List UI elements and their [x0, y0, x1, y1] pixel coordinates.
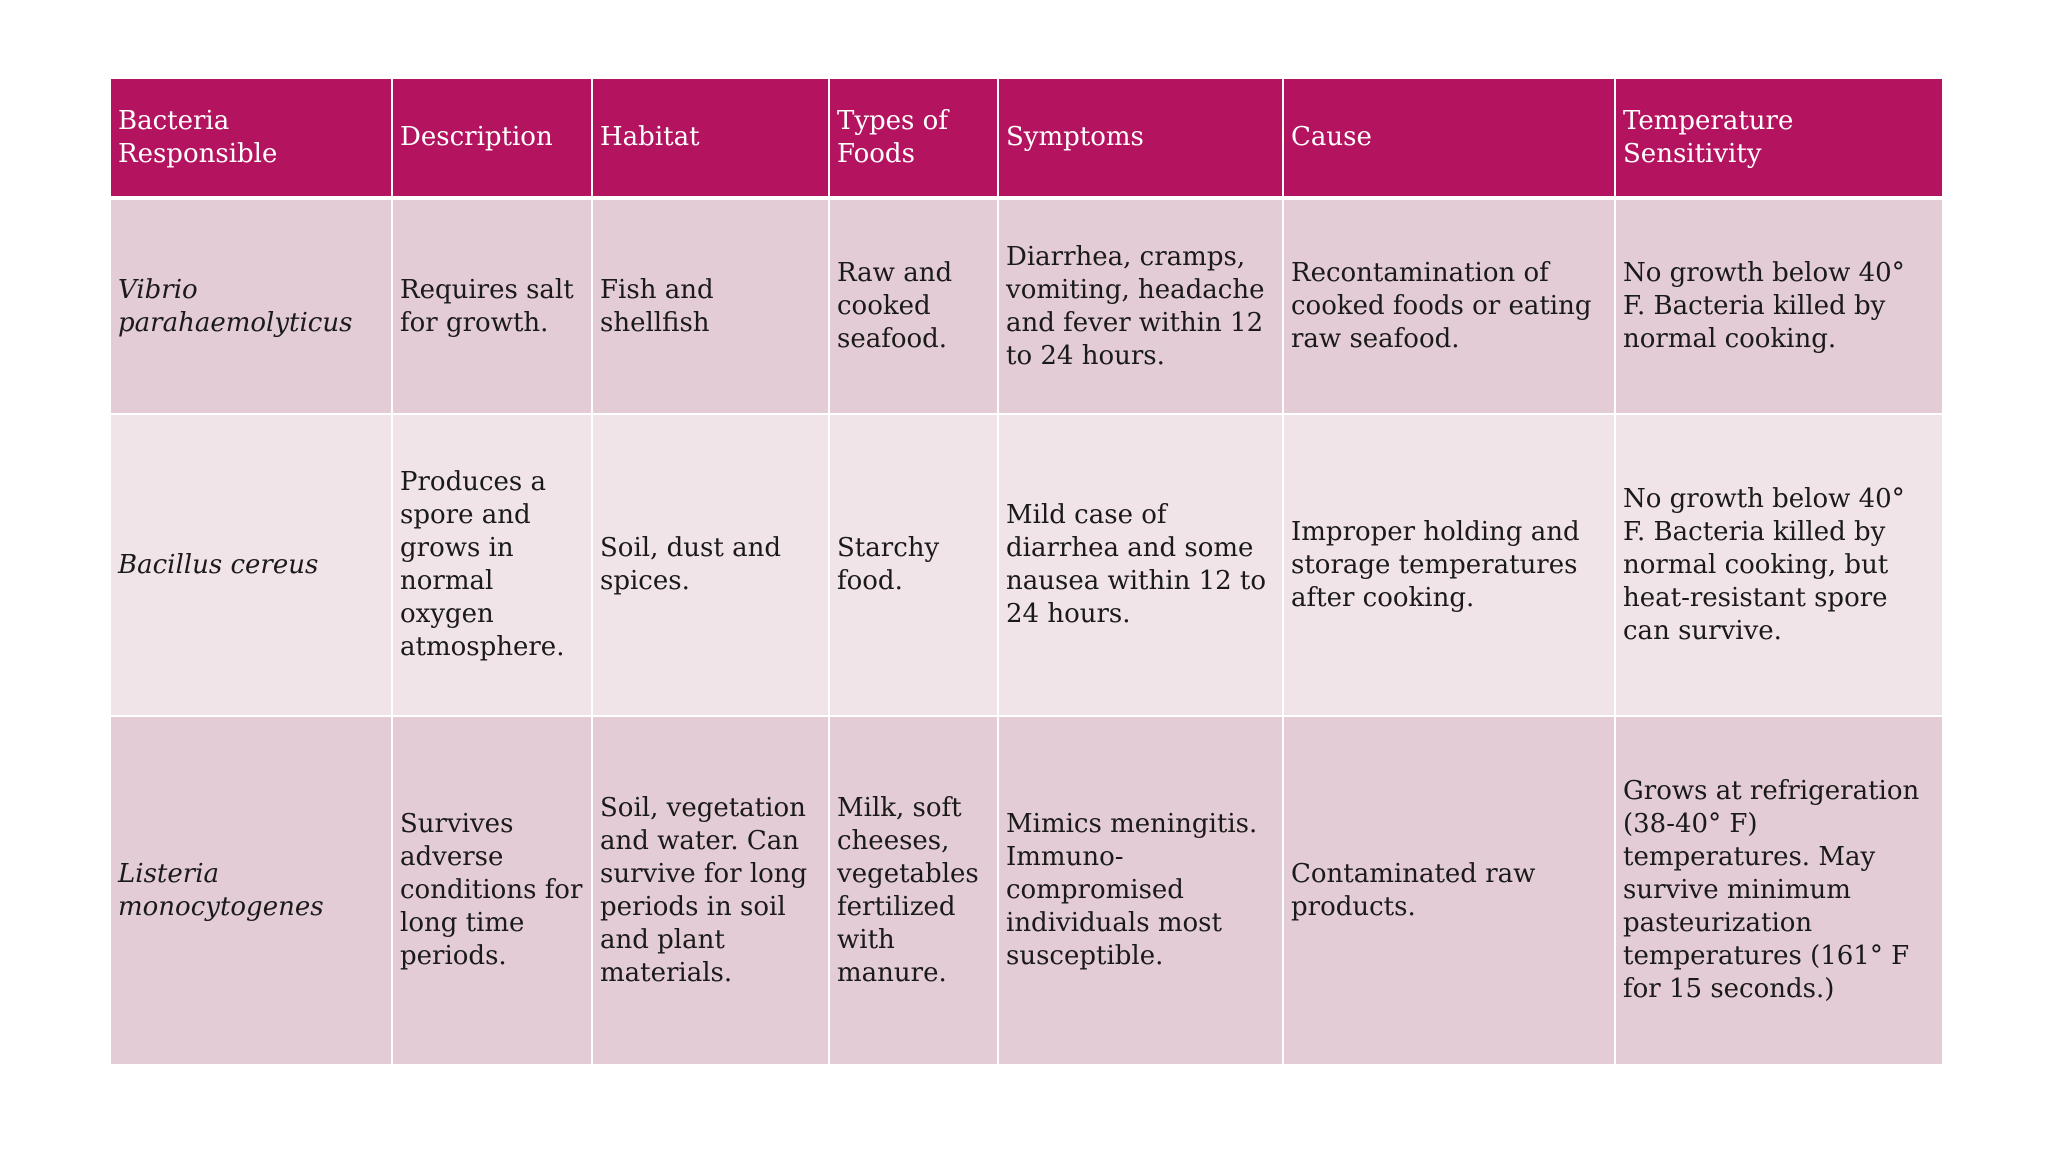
header-description: Description [391, 77, 593, 200]
table-row: Listeria monocytogenes Survives adverse … [109, 715, 1944, 1066]
cell-temperature: No growth below 40° F. Bacteria killed b… [1614, 197, 1944, 415]
cell-foods: Milk, soft cheeses, vegetables fertilize… [828, 715, 999, 1066]
cell-temperature: Grows at refrigeration (38-40° F) temper… [1614, 715, 1944, 1066]
table-header-row: Bacteria Responsible Description Habitat… [109, 77, 1944, 200]
cell-foods: Starchy food. [828, 413, 999, 717]
bacteria-table: Bacteria Responsible Description Habitat… [109, 77, 1944, 1066]
table-row: Vibrio parahaemolyticus Requires salt fo… [109, 197, 1944, 415]
cell-foods: Raw and cooked seafood. [828, 197, 999, 415]
cell-cause: Contaminated raw products. [1282, 715, 1616, 1066]
cell-bacteria: Listeria monocytogenes [109, 715, 393, 1066]
cell-symptoms: Mimics meningitis. Immuno-compromised in… [997, 715, 1284, 1066]
table-row: Bacillus cereus Produces a spore and gro… [109, 413, 1944, 717]
header-bacteria: Bacteria Responsible [109, 77, 393, 200]
cell-description: Survives adverse conditions for long tim… [391, 715, 593, 1066]
cell-habitat: Fish and shellfish [591, 197, 830, 415]
cell-description: Produces a spore and grows in normal oxy… [391, 413, 593, 717]
cell-bacteria: Bacillus cereus [109, 413, 393, 717]
header-habitat: Habitat [591, 77, 830, 200]
cell-temperature: No growth below 40° F. Bacteria killed b… [1614, 413, 1944, 717]
cell-cause: Recontamination of cooked foods or eatin… [1282, 197, 1616, 415]
header-temperature: Temperature Sensitivity [1614, 77, 1944, 200]
cell-symptoms: Diarrhea, cramps, vomiting, headache and… [997, 197, 1284, 415]
header-foods: Types of Foods [828, 77, 999, 200]
header-symptoms: Symptoms [997, 77, 1284, 200]
cell-symptoms: Mild case of diarrhea and some nausea wi… [997, 413, 1284, 717]
cell-cause: Improper holding and storage temperature… [1282, 413, 1616, 717]
cell-habitat: Soil, vegetation and water. Can survive … [591, 715, 830, 1066]
cell-habitat: Soil, dust and spices. [591, 413, 830, 717]
cell-bacteria: Vibrio parahaemolyticus [109, 197, 393, 415]
header-cause: Cause [1282, 77, 1616, 200]
cell-description: Requires salt for growth. [391, 197, 593, 415]
